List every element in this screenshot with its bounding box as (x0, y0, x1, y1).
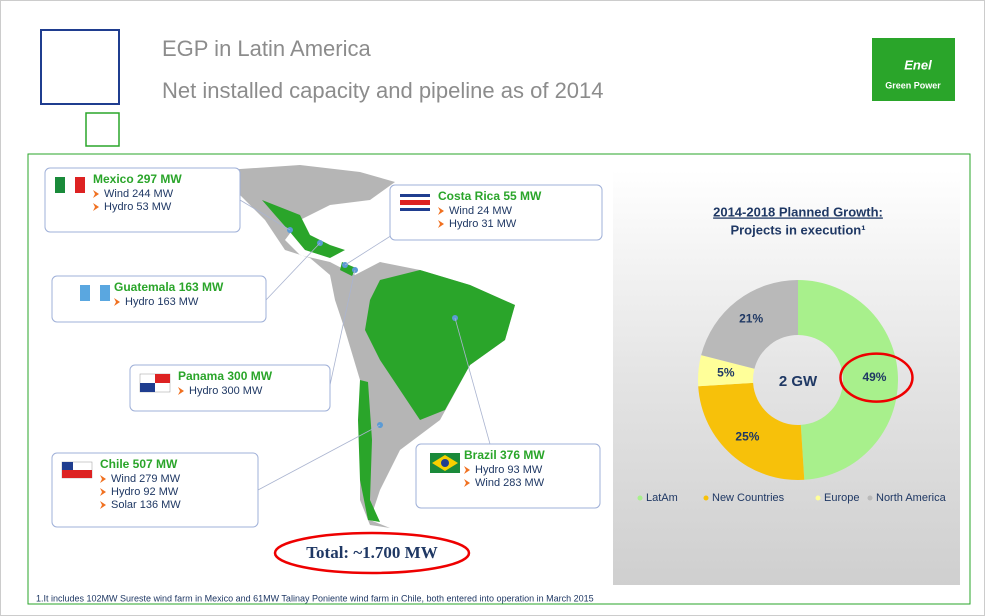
country-box (389, 184, 603, 241)
bullet-arrow (100, 501, 106, 509)
capacity-item: Hydro 53 MW (104, 201, 172, 213)
chart-subtitle: Projects in execution¹ (730, 222, 865, 237)
capacity-item: Hydro 163 MW (125, 296, 199, 308)
legend-label: New Countries (712, 492, 785, 504)
title: EGP in Latin America (162, 36, 371, 61)
subtitle: Net installed capacity and pipeline as o… (162, 78, 604, 103)
capacity-item: Wind 244 MW (104, 188, 174, 200)
flag (140, 383, 155, 392)
label-highlight (839, 352, 914, 403)
flag (441, 459, 449, 467)
flag (62, 462, 73, 470)
bullet-arrow (438, 220, 444, 228)
chart-title: 2014-2018 Planned Growth: (713, 204, 883, 219)
total-highlight (273, 531, 471, 575)
flag (400, 208, 430, 211)
chart-panel (613, 170, 960, 585)
center-label: 2 GW (779, 373, 818, 390)
capacity-item: Wind 279 MW (111, 473, 181, 485)
flag (65, 177, 75, 193)
logo-text: Enel (904, 57, 932, 72)
capacity-item: Hydro 31 MW (449, 218, 517, 230)
legend-label: Europe (824, 492, 859, 504)
data-label: 25% (735, 430, 759, 444)
flag (90, 285, 100, 301)
flag (155, 374, 170, 383)
legend-label: North America (876, 492, 947, 504)
capacity-item: Hydro 93 MW (475, 464, 543, 476)
mexico (262, 200, 345, 258)
flag (400, 205, 430, 208)
footnote: 1.It includes 102MW Sureste wind farm in… (36, 593, 594, 603)
flag (62, 470, 92, 478)
flag (400, 197, 430, 200)
country-name: Mexico 297 MW (93, 172, 182, 186)
flag (400, 194, 430, 197)
map (225, 165, 515, 528)
legend-marker (867, 495, 873, 501)
country-name: Brazil 376 MW (464, 448, 545, 462)
data-label: 5% (717, 365, 735, 379)
country-name: Panama 300 MW (178, 369, 273, 383)
leader-lines (239, 199, 491, 491)
logo (872, 38, 955, 101)
bullet-arrow (93, 203, 99, 211)
legend-marker (703, 495, 709, 501)
capacity-item: Hydro 92 MW (111, 486, 179, 498)
bullet-arrow (438, 207, 444, 215)
content-frame (27, 153, 971, 605)
legend-label: LatAm (646, 492, 678, 504)
donut-slice (701, 279, 798, 369)
donut-slice (697, 355, 755, 387)
bullet-arrow (464, 479, 470, 487)
brazil (365, 270, 515, 420)
country-box (129, 364, 331, 412)
total: Total: ~1.700 MW (306, 543, 437, 562)
country-box (44, 167, 241, 233)
bullet-arrow (100, 488, 106, 496)
deco-square (40, 29, 120, 105)
flag (55, 177, 65, 193)
chile (358, 380, 380, 522)
country-name: Chile 507 MW (100, 457, 178, 471)
bullet-arrow (100, 475, 106, 483)
capacity-item: Hydro 300 MW (189, 385, 263, 397)
bullet-arrow (178, 387, 184, 395)
country-name: Costa Rica 55 MW (438, 189, 542, 203)
bullet-arrow (464, 466, 470, 474)
land (225, 165, 515, 528)
bullet-arrow (114, 298, 120, 306)
country-name: Guatemala 163 MW (114, 280, 224, 294)
country-box (51, 452, 259, 528)
flag (400, 200, 430, 205)
capacity-item: Wind 283 MW (475, 477, 545, 489)
donut-slice (798, 280, 898, 480)
legend-marker (637, 495, 643, 501)
data-label: 21% (739, 312, 763, 326)
data-label: 49% (862, 370, 886, 384)
capacity-item: Wind 24 MW (449, 205, 513, 217)
deco-square (85, 112, 120, 147)
logo-text: Green Power (885, 80, 941, 90)
bullet-arrow (93, 190, 99, 198)
legend-marker (815, 495, 821, 501)
flag (75, 177, 85, 193)
donut-slice (698, 382, 805, 480)
country-box (415, 443, 601, 509)
capacity-item: Solar 136 MW (111, 499, 181, 511)
